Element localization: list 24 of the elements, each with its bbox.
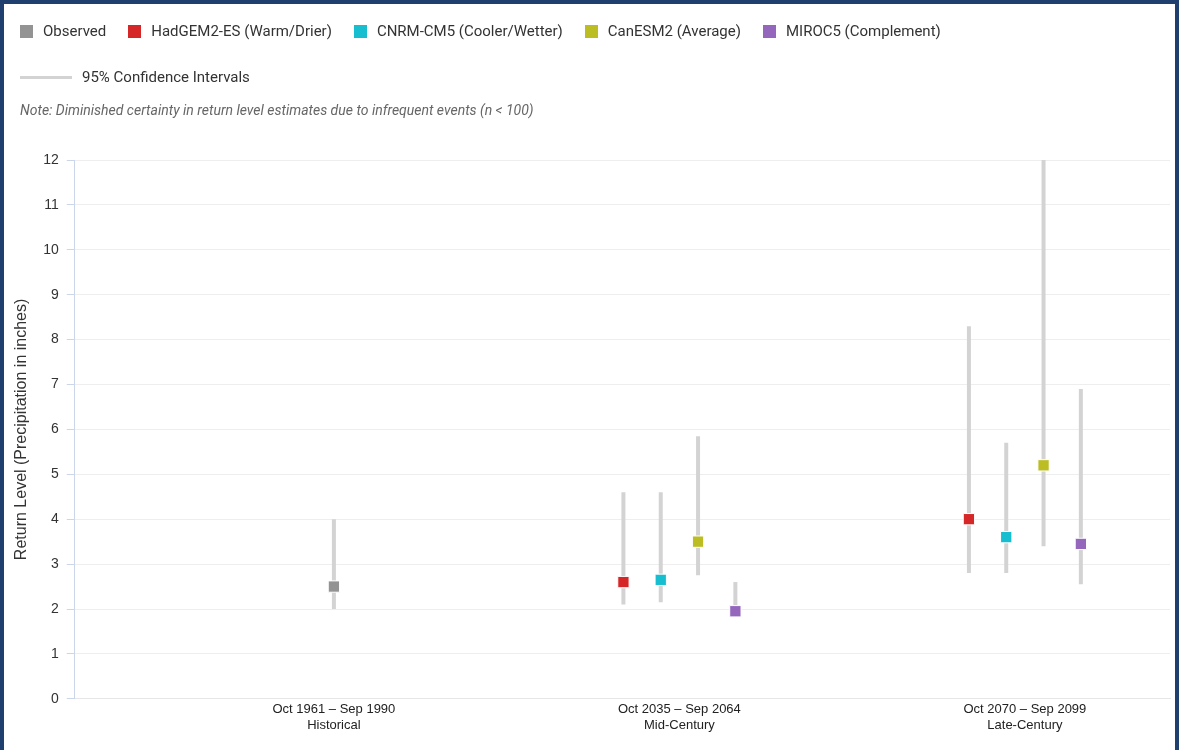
y-tick-label: 3 bbox=[50, 554, 59, 571]
y-axis-title: Return Level (Precipitation in inches) bbox=[12, 298, 30, 561]
y-tick-label: 9 bbox=[50, 285, 59, 302]
y-tick-label: 12 bbox=[43, 150, 59, 167]
x-tick-label: Oct 2035 – Sep 2064 Mid-Century bbox=[617, 701, 741, 732]
y-tick-label: 5 bbox=[50, 465, 59, 482]
x-tick-label: Oct 2070 – Sep 2099 Late-Century bbox=[963, 701, 1087, 732]
y-tick-label: 6 bbox=[50, 420, 59, 437]
x-tick-label: Oct 1961 – Sep 1990 Historical bbox=[272, 701, 396, 732]
legend-label: CNRM-CM5 (Cooler/Wetter) bbox=[376, 22, 563, 40]
y-tick-label: 8 bbox=[50, 330, 59, 347]
text: 95% Confidence Intervals bbox=[82, 68, 250, 86]
legend-label: Observed bbox=[43, 22, 107, 40]
y-tick-label: 11 bbox=[44, 195, 59, 212]
legend-label: CanESM2 (Average) bbox=[607, 22, 741, 40]
legend-label: MIROC5 (Complement) bbox=[785, 22, 941, 40]
legend-label: HadGEM2-ES (Warm/Drier) bbox=[151, 22, 332, 40]
y-tick-label: 7 bbox=[50, 375, 59, 392]
y-tick-label: 2 bbox=[50, 599, 59, 616]
y-tick-label: 10 bbox=[43, 240, 59, 257]
y-tick-label: 4 bbox=[50, 510, 59, 527]
y-tick-label: 0 bbox=[50, 689, 59, 706]
chart-subtitle: Note: Diminished certainty in return level estimates due to infrequent events (n < 100) bbox=[20, 102, 534, 118]
y-tick-label: 1 bbox=[50, 644, 59, 661]
